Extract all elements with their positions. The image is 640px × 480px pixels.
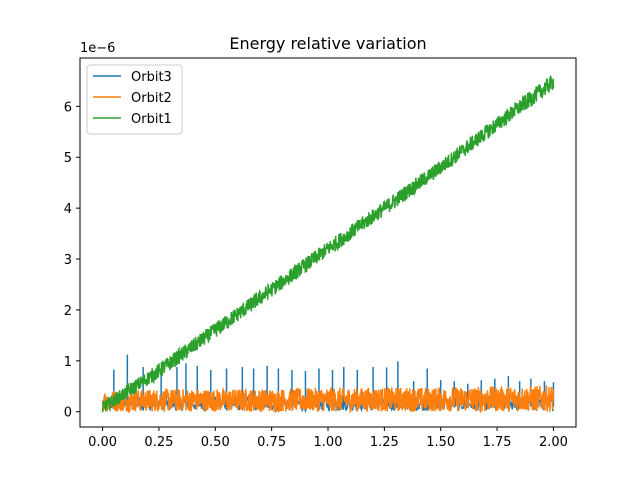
x-axis: 0.00 0.25 0.50 0.75 1.00 1.25 1.50 1.75 2.00 xyxy=(88,427,568,450)
x-tick-label: 1.75 xyxy=(483,435,512,450)
x-tick-label: 1.50 xyxy=(426,435,455,450)
legend: Orbit3 Orbit2 Orbit1 xyxy=(86,64,183,135)
series-line-orbit2 xyxy=(101,385,555,414)
x-tick-label: 2.00 xyxy=(539,435,568,450)
x-tick-label: 0.25 xyxy=(144,435,173,450)
legend-label-orbit1: Orbit1 xyxy=(131,112,172,127)
legend-label-orbit2: Orbit2 xyxy=(131,91,172,106)
legend-label-orbit3: Orbit3 xyxy=(131,70,172,85)
y-tick-label: 3 xyxy=(64,253,72,268)
chart-title: Energy relative variation xyxy=(229,34,426,53)
x-tick-label: 1.00 xyxy=(314,435,343,450)
plot-area xyxy=(101,75,555,414)
y-axis: 0 1 2 3 4 5 6 xyxy=(64,100,80,421)
y-tick-label: 4 xyxy=(64,202,72,217)
y-tick-label: 2 xyxy=(64,304,72,319)
x-tick-label: 0.50 xyxy=(201,435,230,450)
y-tick-label: 6 xyxy=(64,100,72,115)
y-tick-label: 1 xyxy=(64,355,72,370)
x-tick-label: 0.00 xyxy=(88,435,117,450)
y-tick-label: 5 xyxy=(64,151,72,166)
y-tick-label: 0 xyxy=(64,406,72,421)
x-tick-label: 0.75 xyxy=(257,435,286,450)
y-offset-label: 1e−6 xyxy=(80,41,115,56)
x-tick-label: 1.25 xyxy=(370,435,399,450)
series-line-orbit1 xyxy=(101,75,555,413)
legend-box xyxy=(86,64,183,135)
